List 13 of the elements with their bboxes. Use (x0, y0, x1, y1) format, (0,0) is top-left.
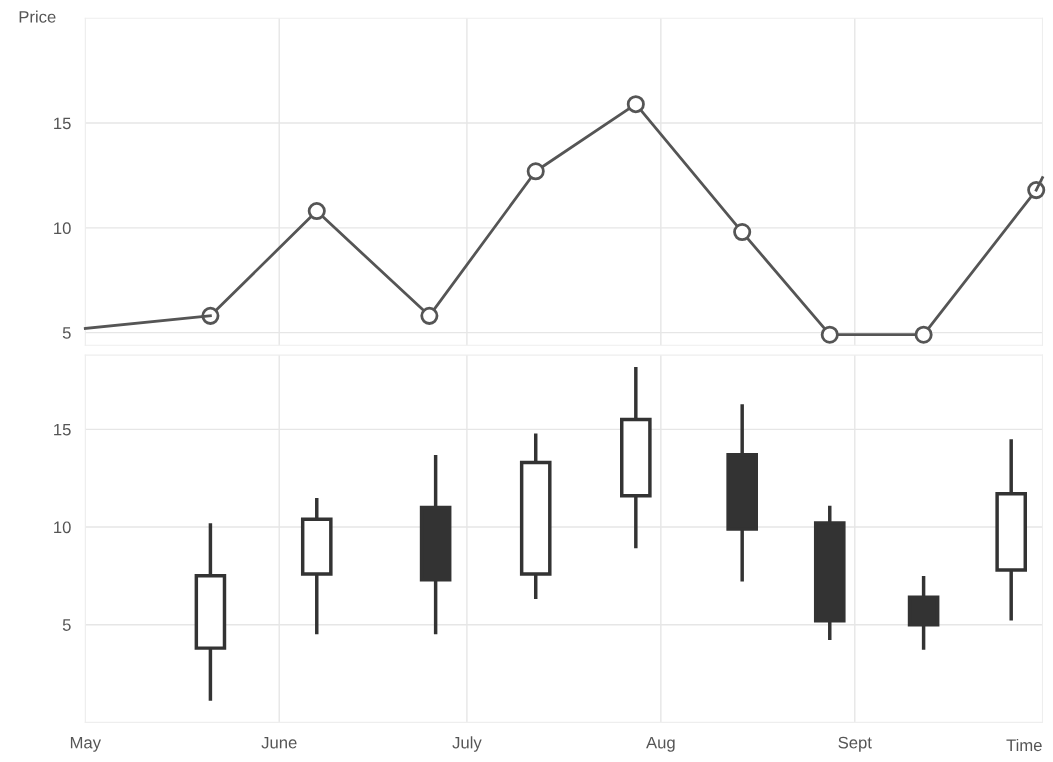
x-tick-label: Aug (646, 736, 675, 752)
x-tick-label: Sept (838, 736, 872, 752)
x-tick-label: June (261, 736, 297, 749)
y-tick-label: 10 (54, 521, 71, 534)
x-tick-label: May (70, 736, 102, 752)
y-tick-label: 15 (54, 117, 71, 130)
y-axis-title: Price (19, 10, 56, 23)
y-tick-label: 15 (54, 423, 71, 436)
y-tick-label: 10 (54, 222, 71, 235)
y-tick-label: 5 (62, 619, 71, 631)
x-axis-title: Time (1006, 738, 1042, 752)
y-tick-label: 5 (62, 327, 71, 339)
x-tick-label: July (452, 736, 482, 752)
